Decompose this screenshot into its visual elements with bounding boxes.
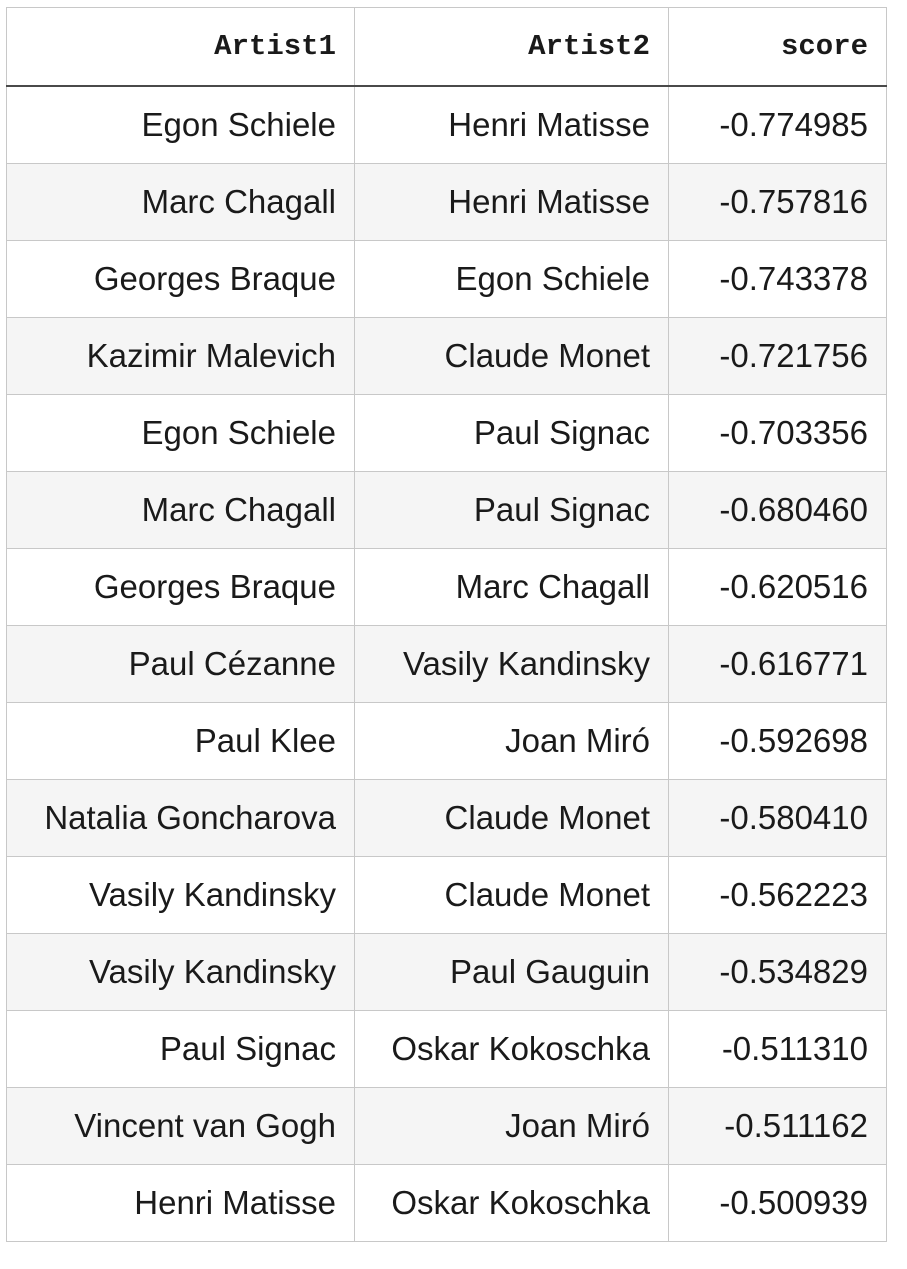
table-row: Paul Cézanne Vasily Kandinsky -0.616771 — [6, 625, 887, 703]
cell-artist1: Paul Signac — [6, 1010, 355, 1088]
cell-artist2: Claude Monet — [354, 856, 669, 934]
column-header-score: score — [668, 7, 887, 87]
cell-artist2: Joan Miró — [354, 1087, 669, 1165]
cell-score: -0.500939 — [668, 1164, 887, 1242]
cell-score: -0.721756 — [668, 317, 887, 395]
cell-artist1: Henri Matisse — [6, 1164, 355, 1242]
cell-artist1: Paul Klee — [6, 702, 355, 780]
table-row: Georges Braque Marc Chagall -0.620516 — [6, 548, 887, 626]
cell-score: -0.511162 — [668, 1087, 887, 1165]
table-row: Paul Klee Joan Miró -0.592698 — [6, 702, 887, 780]
cell-score: -0.534829 — [668, 933, 887, 1011]
cell-score: -0.620516 — [668, 548, 887, 626]
cell-artist2: Oskar Kokoschka — [354, 1164, 669, 1242]
column-header-artist2: Artist2 — [354, 7, 669, 87]
cell-artist1: Kazimir Malevich — [6, 317, 355, 395]
table-row: Egon Schiele Paul Signac -0.703356 — [6, 394, 887, 472]
table-row: Vasily Kandinsky Paul Gauguin -0.534829 — [6, 933, 887, 1011]
table-container: Artist1 Artist2 score Egon Schiele Henri… — [6, 7, 887, 1242]
cell-score: -0.774985 — [668, 85, 887, 164]
cell-artist2: Paul Gauguin — [354, 933, 669, 1011]
table-row: Natalia Goncharova Claude Monet -0.58041… — [6, 779, 887, 857]
table-row: Marc Chagall Henri Matisse -0.757816 — [6, 163, 887, 241]
cell-artist2: Henri Matisse — [354, 85, 669, 164]
cell-score: -0.511310 — [668, 1010, 887, 1088]
cell-artist2: Paul Signac — [354, 394, 669, 472]
column-header-artist1: Artist1 — [6, 7, 355, 87]
cell-artist1: Paul Cézanne — [6, 625, 355, 703]
cell-artist2: Egon Schiele — [354, 240, 669, 318]
cell-artist1: Vasily Kandinsky — [6, 933, 355, 1011]
cell-artist2: Vasily Kandinsky — [354, 625, 669, 703]
cell-artist1: Marc Chagall — [6, 471, 355, 549]
cell-artist1: Egon Schiele — [6, 85, 355, 164]
table-row: Georges Braque Egon Schiele -0.743378 — [6, 240, 887, 318]
artist-score-table: Artist1 Artist2 score Egon Schiele Henri… — [6, 7, 887, 1242]
cell-artist1: Georges Braque — [6, 240, 355, 318]
table-row: Vasily Kandinsky Claude Monet -0.562223 — [6, 856, 887, 934]
table-row: Kazimir Malevich Claude Monet -0.721756 — [6, 317, 887, 395]
cell-score: -0.680460 — [668, 471, 887, 549]
table-row: Vincent van Gogh Joan Miró -0.511162 — [6, 1087, 887, 1165]
cell-artist2: Claude Monet — [354, 779, 669, 857]
cell-artist1: Georges Braque — [6, 548, 355, 626]
header-row: Artist1 Artist2 score — [6, 7, 887, 87]
cell-score: -0.562223 — [668, 856, 887, 934]
cell-artist2: Henri Matisse — [354, 163, 669, 241]
cell-artist1: Natalia Goncharova — [6, 779, 355, 857]
table-row: Paul Signac Oskar Kokoschka -0.511310 — [6, 1010, 887, 1088]
cell-artist1: Vasily Kandinsky — [6, 856, 355, 934]
cell-artist2: Claude Monet — [354, 317, 669, 395]
table-row: Egon Schiele Henri Matisse -0.774985 — [6, 85, 887, 164]
cell-score: -0.592698 — [668, 702, 887, 780]
cell-score: -0.743378 — [668, 240, 887, 318]
table-row: Marc Chagall Paul Signac -0.680460 — [6, 471, 887, 549]
cell-artist2: Joan Miró — [354, 702, 669, 780]
cell-artist1: Marc Chagall — [6, 163, 355, 241]
cell-score: -0.580410 — [668, 779, 887, 857]
cell-artist1: Egon Schiele — [6, 394, 355, 472]
cell-score: -0.703356 — [668, 394, 887, 472]
table-body: Egon Schiele Henri Matisse -0.774985 Mar… — [6, 85, 887, 1242]
cell-artist2: Paul Signac — [354, 471, 669, 549]
table-row: Henri Matisse Oskar Kokoschka -0.500939 — [6, 1164, 887, 1242]
cell-artist2: Marc Chagall — [354, 548, 669, 626]
cell-score: -0.616771 — [668, 625, 887, 703]
cell-score: -0.757816 — [668, 163, 887, 241]
cell-artist2: Oskar Kokoschka — [354, 1010, 669, 1088]
cell-artist1: Vincent van Gogh — [6, 1087, 355, 1165]
